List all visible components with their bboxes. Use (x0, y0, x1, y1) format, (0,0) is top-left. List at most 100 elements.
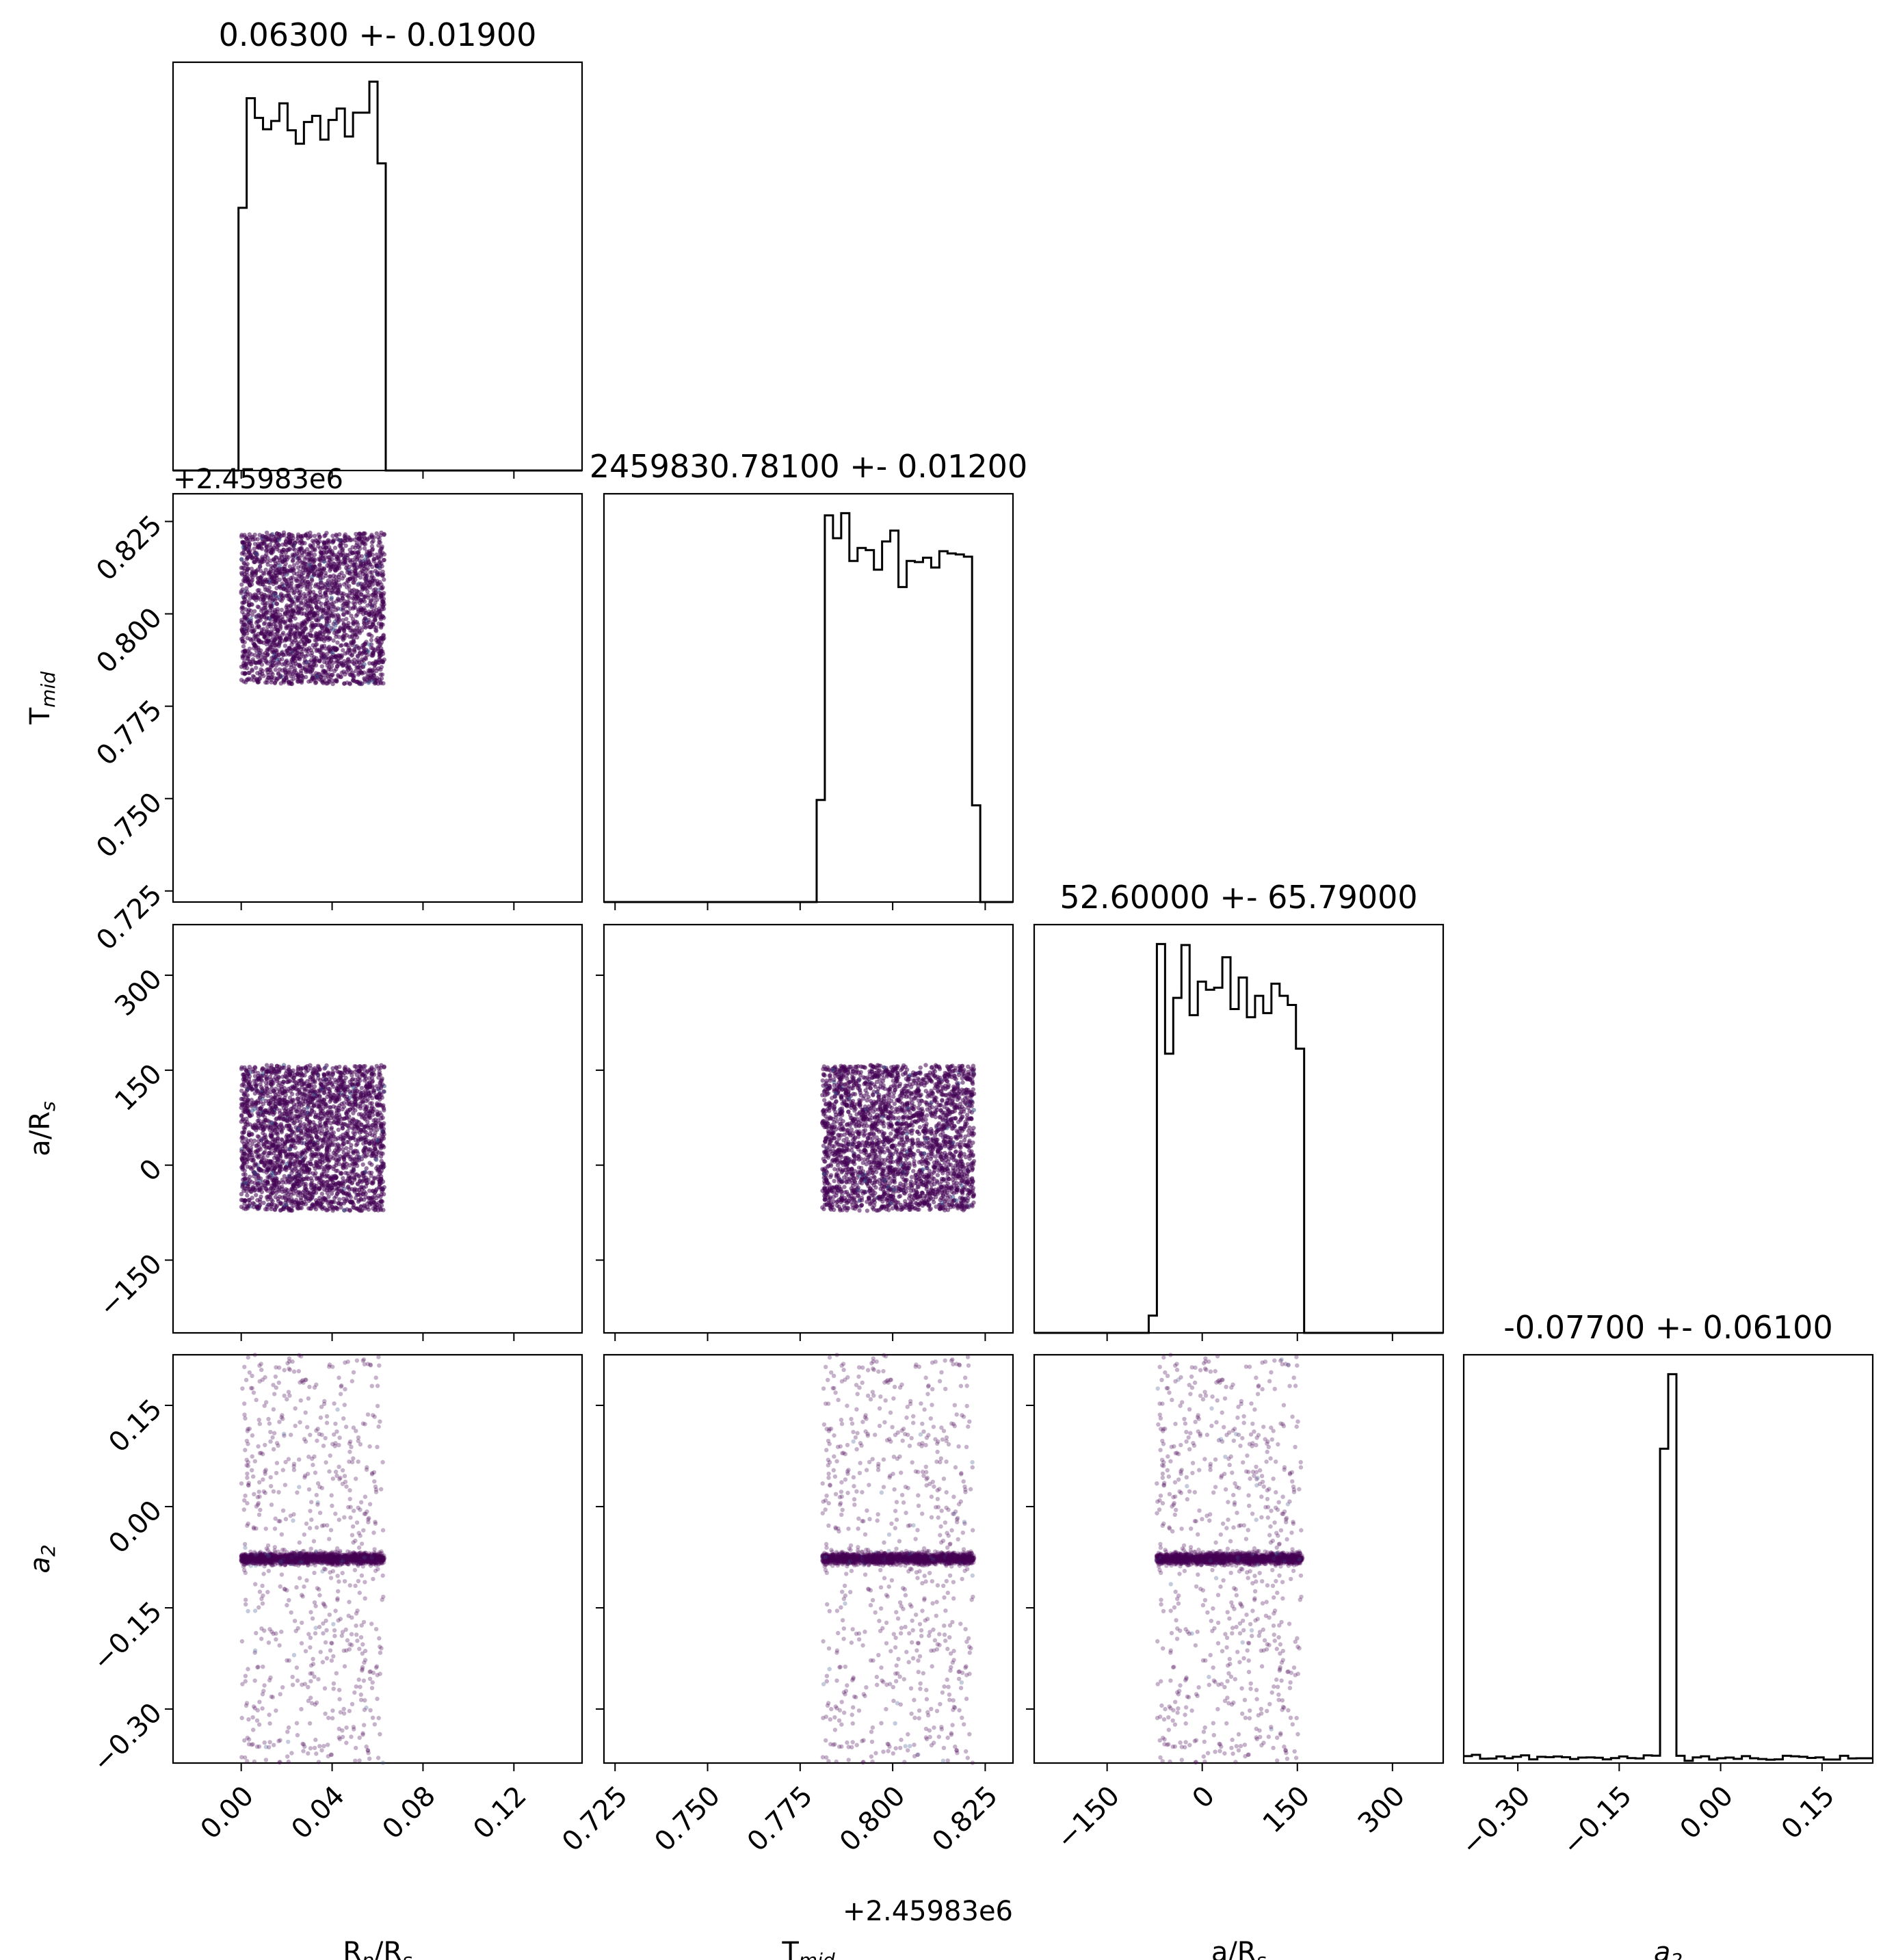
scatter-point (241, 1149, 246, 1154)
scatter-point (250, 570, 254, 574)
scatter-point (256, 1114, 261, 1119)
scatter-point (319, 1191, 324, 1196)
scatter-point (294, 551, 300, 556)
scatter-point (315, 569, 320, 574)
scatter-point (359, 1085, 365, 1091)
scatter-point (291, 663, 297, 668)
scatter-point (247, 1149, 252, 1154)
scatter-point (308, 610, 313, 615)
scatter-point (373, 616, 378, 621)
scatter-point (259, 1194, 263, 1200)
scatter-point (315, 605, 319, 610)
scatter-point (265, 680, 269, 685)
scatter-point (294, 1109, 299, 1114)
scatter-point (311, 1163, 317, 1169)
scatter-point (331, 627, 336, 632)
scatter-point (239, 582, 244, 587)
scatter-point (327, 539, 332, 544)
scatter-point (274, 531, 280, 536)
scatter-point (311, 1202, 315, 1207)
scatter-point (285, 588, 290, 594)
scatter-point (312, 1110, 317, 1115)
scatter-point (334, 679, 339, 684)
scatter-point (244, 624, 250, 628)
scatter-point (345, 657, 350, 663)
scatter-point (360, 598, 366, 602)
scatter-point (312, 557, 317, 563)
scatter-point (350, 642, 354, 648)
scatter-point (363, 625, 368, 630)
scatter-point (281, 1117, 286, 1122)
scatter-point (297, 1124, 302, 1128)
scatter-point (273, 661, 278, 665)
scatter-point (314, 618, 319, 622)
scatter-point (293, 595, 298, 600)
scatter-point (303, 1150, 308, 1155)
scatter-point (374, 1157, 379, 1163)
scatter-point (367, 1161, 372, 1165)
scatter-point (367, 661, 372, 666)
scatter-point (298, 1078, 303, 1083)
scatter-point (325, 652, 330, 657)
scatter-point (376, 621, 381, 626)
scatter-point (332, 545, 338, 551)
scatter-point (325, 681, 330, 686)
scatter-point (340, 546, 345, 551)
scatter-point (369, 646, 373, 650)
scatter-point (287, 1180, 291, 1185)
scatter-point (266, 570, 272, 575)
scatter-point (378, 1207, 384, 1213)
scatter-point (363, 677, 367, 682)
scatter-point (355, 550, 360, 555)
scatter-point (324, 551, 328, 555)
scatter-point (289, 615, 294, 620)
scatter-point (347, 681, 352, 687)
scatter-point (344, 633, 349, 638)
scatter-point (302, 580, 306, 585)
scatter-point (245, 561, 250, 566)
scatter-point (304, 1163, 309, 1168)
scatter-point (240, 609, 245, 614)
scatter-point (274, 654, 278, 659)
scatter-point (325, 1208, 330, 1213)
scatter-point (308, 1100, 313, 1105)
scatter-point (284, 676, 289, 680)
scatter-point (254, 1193, 259, 1197)
scatter-point (289, 642, 294, 647)
scatter-point (253, 635, 259, 639)
scatter-point (245, 1193, 250, 1198)
scatter-point (239, 1096, 243, 1102)
scatter-point (299, 560, 304, 565)
scatter-point (306, 552, 311, 557)
scatter-point (280, 533, 285, 538)
scatter-point (299, 1137, 304, 1141)
scatter-point (373, 1188, 378, 1193)
scatter-point (322, 630, 327, 635)
scatter-point (342, 533, 347, 539)
scatter-point (265, 555, 270, 560)
scatter-point (282, 620, 287, 625)
scatter-point (273, 539, 278, 544)
scatter-point (359, 652, 364, 657)
scatter-point (277, 557, 282, 563)
scatter-point (295, 679, 300, 684)
scatter-point (334, 574, 339, 579)
scatter-point (289, 1170, 294, 1176)
scatter-point (362, 662, 367, 667)
scatter-point (358, 1064, 363, 1069)
scatter-point (311, 659, 315, 664)
scatter-point (293, 667, 298, 672)
scatter-point (376, 1092, 381, 1097)
scatter-point (263, 587, 268, 592)
scatter-point (324, 544, 329, 550)
scatter-point (367, 1189, 372, 1193)
scatter-point (268, 545, 273, 550)
scatter-point (277, 563, 282, 568)
scatter-point (368, 570, 373, 575)
scatter-point (304, 639, 309, 644)
scatter-point (360, 645, 365, 650)
scatter-point (276, 1083, 281, 1088)
scatter-point (276, 1135, 280, 1141)
scatter-point (315, 1100, 320, 1105)
scatter-point (261, 1112, 265, 1117)
